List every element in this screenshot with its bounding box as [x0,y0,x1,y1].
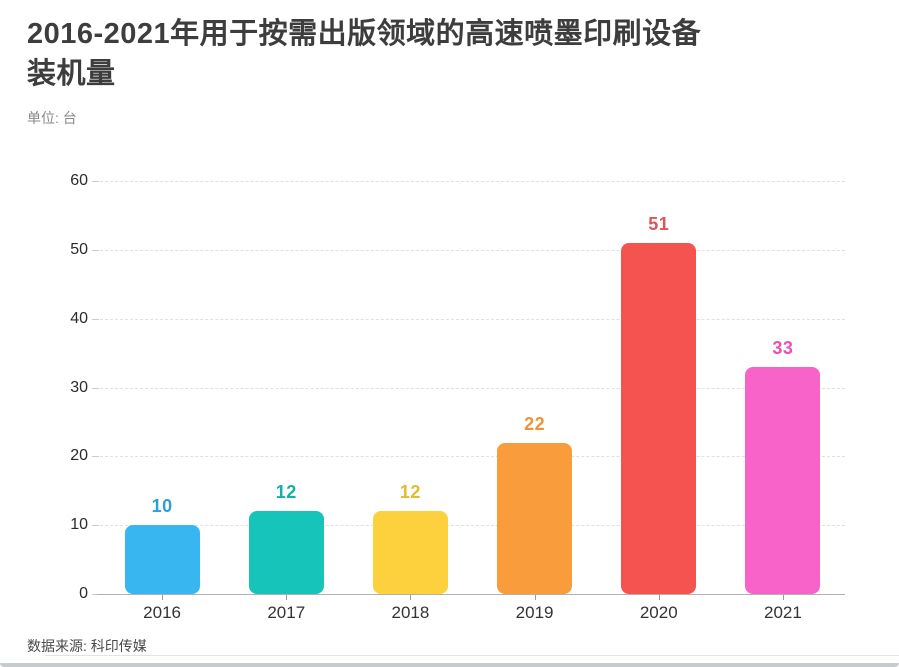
value-label-2020: 51 [648,213,670,234]
chart-title-line1: 2016-2021年用于按需出版领域的高速喷墨印刷设备 [27,18,702,50]
value-label-2016: 10 [151,496,173,517]
y-axis-label-60: 60 [70,172,88,189]
y-tick-20 [92,456,99,458]
bar-2019 [497,442,573,594]
chart-title-line2: 装机量 [27,58,116,90]
card-divider [45,655,899,656]
x-tick-2020 [658,595,660,600]
y-tick-10 [92,525,99,527]
bars-container: 10 12 12 22 51 33 [100,181,845,594]
y-axis-label-10: 10 [70,516,88,534]
source-note: 数据来源: 科印传媒 [27,638,147,654]
y-tick-40 [92,318,99,320]
value-label-2019: 22 [524,413,546,434]
gridline-y50 [100,249,845,251]
bar-column-2016: 10 [100,181,224,594]
x-axis-line [97,594,845,595]
window-bottom-edge [0,663,899,667]
x-tick-2021 [782,595,784,600]
y-tick-0 [92,594,99,595]
bar-2021 [745,366,821,594]
x-axis-label-2018: 2018 [391,603,430,622]
bar-2016 [124,525,200,594]
x-tick-2019 [534,595,536,600]
y-axis-label-0: 0 [79,585,88,602]
gridline-y30 [100,387,845,389]
y-axis-label-50: 50 [70,240,88,258]
x-tick-2016 [162,595,164,600]
bar-2017 [248,511,324,594]
y-axis-label-40: 40 [70,309,88,327]
chart-title: 2016-2021年用于按需出版领域的高速喷墨印刷设备 装机量 [27,14,701,94]
y-tick-50 [92,249,99,251]
gridline-y60 [100,181,845,182]
value-label-2021: 33 [772,337,794,358]
x-axis-label-2019: 2019 [515,603,554,622]
bar-column-2017: 12 [224,181,348,594]
bar-column-2019: 22 [473,181,597,594]
gridline-y20 [100,456,845,458]
y-tick-30 [92,387,99,389]
x-axis-label-2021: 2021 [763,603,802,622]
value-label-2017: 12 [275,482,297,503]
x-tick-2017 [286,595,288,600]
value-label-2018: 12 [399,482,421,503]
bar-2018 [372,511,448,594]
y-tick-60 [92,181,99,182]
y-axis-label-20: 20 [70,447,88,465]
gridline-y10 [100,525,845,527]
x-axis-label-2016: 2016 [143,603,181,622]
plot-area [100,181,845,594]
x-tick-2018 [410,595,412,600]
bar-column-2018: 12 [348,181,472,594]
y-axis-label-30: 30 [70,378,88,396]
x-axis-label-2017: 2017 [267,603,306,622]
bar-column-2020: 51 [597,181,721,594]
bar-2020 [621,242,697,594]
unit-label: 单位: 台 [27,110,77,126]
x-axis-label-2020: 2020 [639,603,678,622]
bar-column-2021: 33 [721,181,845,594]
gridline-y40 [100,318,845,320]
